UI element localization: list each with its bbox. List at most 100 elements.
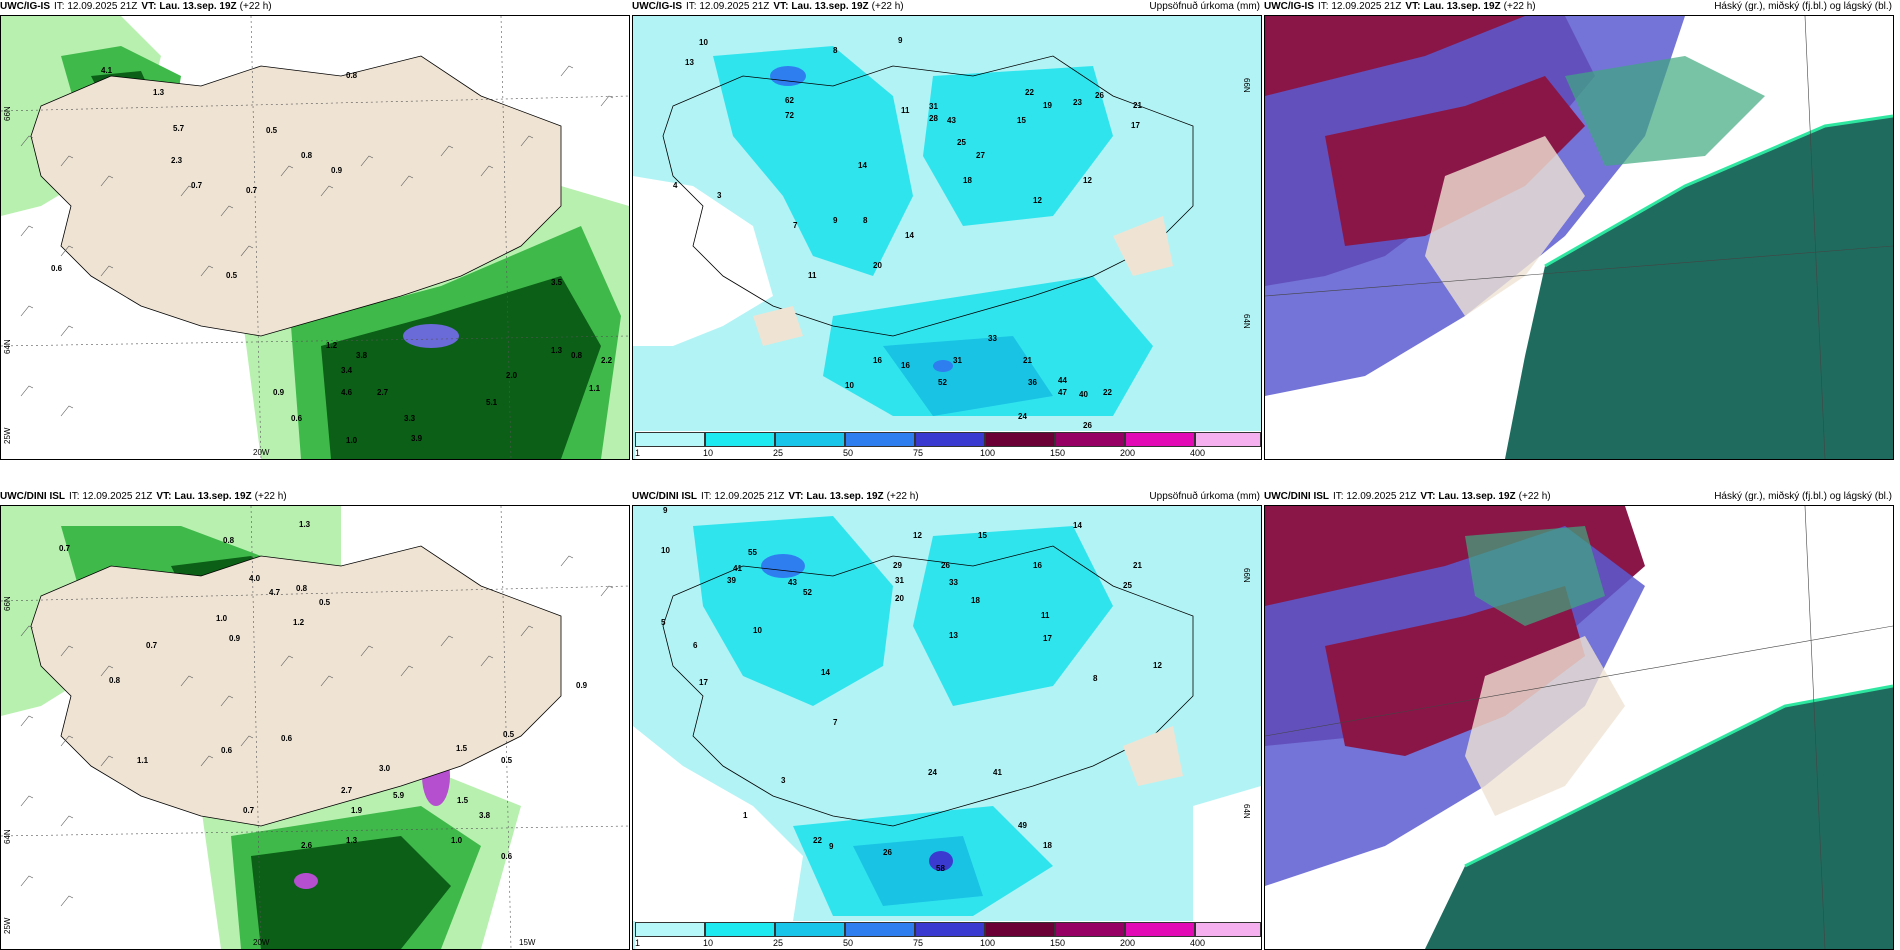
map-value: 9 [898,36,903,45]
map-value: 0.5 [226,271,238,280]
map-value: 0.5 [266,126,278,135]
model-label: UWC/IG-IS [0,1,50,12]
heavy-precip-blob [403,324,459,348]
map-value: 36 [1028,378,1037,387]
map-value: 18 [1043,841,1052,850]
lat-label: 64N [1242,314,1251,329]
map-value: 7 [833,718,838,727]
high-cloud-edge [1544,114,1893,268]
colorbar-swatch [1195,432,1261,447]
map-value: 4 [673,181,678,190]
lat-label: 25W [3,917,12,934]
colorbar-label: 100 [980,448,996,458]
colorbar-label: 25 [773,938,784,948]
map-value: 58 [936,864,945,873]
map-frame[interactable] [1264,505,1894,950]
map-value: 12 [1083,176,1092,185]
panel-header: UWC/DINI ISL IT: 12.09.2025 21Z VT: Lau.… [0,490,630,505]
valid-time-label: VT: [773,1,789,12]
map-value: 39 [727,576,736,585]
valid-time: Lau. 13.sep. 19Z [791,1,869,12]
map-value: 1.2 [293,618,305,627]
precip-field [913,526,1113,706]
precip-field [923,66,1113,226]
map-frame[interactable]: 66N 64N 25W 20W 15W 0.7 0.8 1.3 4.0 4.7 … [0,505,630,950]
heavy-precip-blob [929,851,953,871]
map-value: 16 [901,361,910,370]
map-frame[interactable]: 66N 64N 25W 20W 0.8 4.1 1.3 5.7 2.3 0.7 … [0,15,630,460]
lead-time: (+22 h) [871,1,904,12]
map-value: 2.0 [506,371,518,380]
wind-barbs [20,555,614,907]
map-value: 0.5 [501,756,513,765]
heavy-precip-blob [761,554,805,578]
map-value: 33 [988,334,997,343]
lat-label: 64N [1242,804,1251,819]
map-value: 0.8 [301,151,313,160]
map-value: 11 [901,106,910,115]
map-value: 2.7 [377,388,389,397]
valid-time-label: VT: [1420,491,1436,502]
precip-field [633,726,803,921]
map-value: 5.1 [486,398,498,407]
map-value: 5.7 [173,124,185,133]
map-frame[interactable]: 66N 64N 10 13 8 9 11 22 26 23 21 19 17 3… [632,15,1262,460]
map-value: 0.9 [229,634,241,643]
heavy-precip-blob [933,360,953,372]
colorbar-label: 1 [635,938,641,948]
high-cloud-field [1505,116,1893,459]
map-value: 49 [1018,821,1027,830]
init-time: IT: 12.09.2025 21Z [686,1,770,12]
colorbar-swatch [705,432,775,447]
iceland-coast [662,545,1194,827]
map-value: 41 [733,564,742,573]
map-value: 4.6 [341,388,353,397]
panel-dini-wind-precip: UWC/DINI ISL IT: 12.09.2025 21Z VT: Lau.… [0,490,630,950]
valid-time: Lau. 13.sep. 19Z [806,491,884,502]
map-value: 0.6 [51,264,63,273]
map-value: 0.8 [346,71,358,80]
lead-time: (+22 h) [239,1,272,12]
land-patch [1465,636,1625,816]
map-value: 52 [803,588,812,597]
lat-label: 25W [3,427,12,444]
colorbar-label: 50 [843,448,854,458]
map-value: 11 [1041,611,1050,620]
map-value: 26 [1083,421,1092,430]
map-value: 18 [971,596,980,605]
valid-time: Lau. 13.sep. 19Z [159,1,237,12]
map-value: 20 [895,594,904,603]
colorbar-swatch [775,922,845,937]
map-value: 0.7 [246,186,258,195]
map-value: 43 [788,578,797,587]
valid-time: Lau. 13.sep. 19Z [174,491,252,502]
green-field [251,836,451,949]
map-value: 6 [693,641,698,650]
map-value: 20 [873,261,882,270]
field-title: Uppsöfnuð úrkoma (mm) [1149,491,1260,502]
map-value: 19 [1043,101,1052,110]
valid-time: Lau. 13.sep. 19Z [1438,491,1516,502]
map-value: 10 [753,626,762,635]
map-value: 1.3 [153,88,165,97]
colorbar-swatch [915,922,985,937]
map-value: 3.0 [379,764,391,773]
map-value: 3.8 [479,811,491,820]
land-patch [1123,726,1183,786]
map-value: 18 [963,176,972,185]
map-frame[interactable] [1264,15,1894,460]
map-value: 17 [1131,121,1140,130]
map-value: 0.8 [571,351,583,360]
map-value: 1.2 [326,341,338,350]
map-frame[interactable]: 66N 64N 9 10 12 15 14 21 25 29 31 26 33 … [632,505,1262,950]
map-value: 2.6 [301,841,313,850]
model-label: UWC/DINI ISL [1264,491,1329,502]
init-time: IT: 12.09.2025 21Z [54,1,138,12]
map-value: 17 [699,678,708,687]
map-value: 25 [957,138,966,147]
heavy-precip-blob [294,873,318,889]
map-value: 24 [1018,412,1027,421]
precip-field [713,46,913,276]
map-value: 31 [895,576,904,585]
map-value: 3.9 [411,434,423,443]
